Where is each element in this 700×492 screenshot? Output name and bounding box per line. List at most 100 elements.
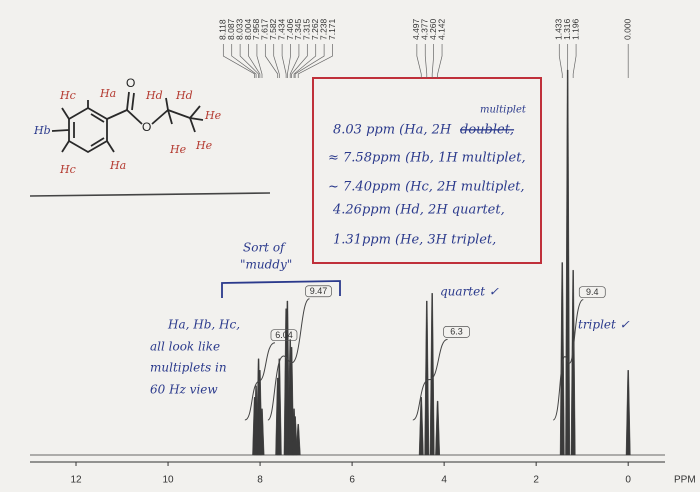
peak [429,293,435,456]
peak-label: 1.433 [554,18,564,40]
peak-label: 7.958 [251,18,261,40]
peak-connector [281,44,287,78]
integral-label: 6.04 [275,330,293,340]
peak-connector [293,44,317,78]
peak [559,262,565,456]
h-label: Ha [99,87,116,100]
struck-word: doublet, [460,123,514,138]
x-tick-label: 8 [257,475,263,486]
peak-connector [416,44,422,78]
x-tick-label: 10 [162,475,174,486]
peak-label: 7.345 [293,18,303,40]
o-label: O [142,120,151,134]
bond [189,117,196,133]
left-note: all look like [150,340,220,354]
h-label: He [169,143,187,156]
h-label: Hc [59,163,76,176]
peak-label: 7.315 [302,18,312,40]
peak-label: 7.171 [327,18,337,40]
integral-box [443,326,470,338]
peak-connector [558,44,563,78]
peak-label: 4.142 [436,18,446,40]
bond [189,105,201,119]
o-label: O [126,76,135,90]
bracket [221,280,341,298]
integral-curve [552,299,584,421]
peak [435,400,441,456]
peak [259,408,265,456]
left-note: 60 Hz view [150,383,218,397]
left-note: multiplets in [150,361,227,375]
peak-connector [273,44,280,78]
integral-box [578,286,606,299]
peak-connector [291,44,308,78]
peak-connector [256,44,263,78]
peak-connector [289,44,300,78]
bond [106,140,115,153]
peak-label: 8.004 [243,18,253,40]
molecule: Hc Ha O Hd Hd He Hb O He He Hc Ha [33,76,222,176]
peak-label: 7.617 [260,18,270,40]
peak-connector [437,44,443,78]
peak-label: 7.238 [318,18,328,40]
peak-connector [264,44,279,78]
integral-curve [244,342,276,421]
muddy-note: "muddy" [240,258,292,272]
bond [126,91,130,111]
bond [165,97,169,111]
x-tick-label: 4 [441,475,447,486]
correction: multiplet [480,105,527,116]
bond [61,140,70,153]
bond [90,113,105,123]
peak-connector [231,44,257,78]
integral-box [270,329,298,342]
x-axis-label: PPM [674,475,696,486]
h-label: Ha [109,159,126,172]
note-line: 8.03 ppm (Ha, 2H [333,123,452,138]
integral-label: 6.3 [450,327,463,337]
bond [126,109,143,125]
left-note: Ha, Hb, Hc, [167,318,240,332]
peak-label: 7.434 [276,18,286,40]
peak [625,370,631,456]
peak [570,270,576,456]
peak [424,300,430,456]
bond [106,109,128,120]
peak-label: 8.087 [226,18,236,40]
note-line: 1.31ppm (He, 3H triplet, [333,233,496,248]
bond [167,109,173,125]
peak-label: 4.260 [428,18,438,40]
note-line: 4.26ppm (Hd, 2H quartet, [332,203,505,218]
bond [167,109,191,119]
bond [189,117,204,121]
divider [29,192,271,197]
peak-connector [424,44,428,78]
peak-label: 8.118 [218,19,228,40]
peak [418,397,424,456]
bond [90,137,105,147]
integral-label: 9.47 [310,286,328,296]
peak [276,358,282,456]
x-tick-label: 2 [533,475,539,486]
peak-connector [287,44,291,78]
integral-curve [267,298,310,421]
peak-label: 7.582 [268,18,278,40]
peak-label: 1.196 [570,18,580,40]
peak-label: 8.033 [234,18,244,40]
note-line: ~ 7.40ppm (Hc, 2H multiplet, [328,180,525,195]
peak-label: 0.000 [622,18,632,40]
peak [565,69,571,456]
peak-label: 7.262 [310,18,320,40]
integral-label: 9.4 [586,287,599,297]
peak-connector [222,44,255,78]
x-tick-label: 12 [70,475,82,486]
h-label: Hb [33,124,51,137]
peak-connector [248,44,261,78]
h-label: Hd [145,89,163,102]
peak-label: 7.406 [285,18,295,40]
peak-connector [294,44,325,78]
peak-label: 4.377 [420,18,430,40]
peak-label: 4.497 [411,18,421,40]
integral-curve [412,338,448,421]
